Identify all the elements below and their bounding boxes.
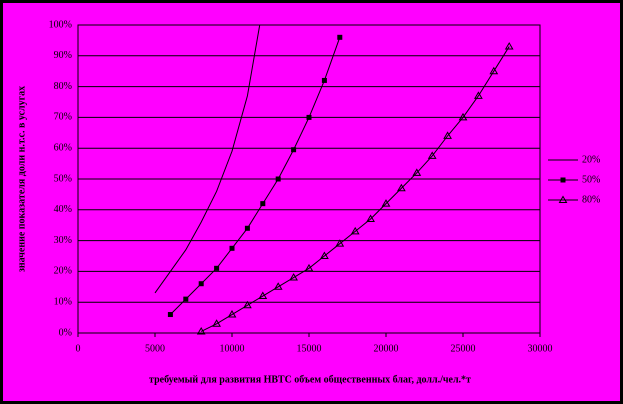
x-tick-label: 10000 xyxy=(220,343,245,354)
y-tick-label: 90% xyxy=(54,50,72,61)
data-point xyxy=(335,239,345,247)
data-point xyxy=(198,281,204,287)
data-point xyxy=(443,131,452,139)
data-point xyxy=(291,147,297,153)
y-tick-label: 80% xyxy=(54,81,72,92)
x-axis-label: требуемый для развития НВТС объем общест… xyxy=(149,374,471,385)
data-point xyxy=(397,183,406,192)
y-axis-label: значение показателя доли н.т.с. в услуга… xyxy=(16,86,27,272)
data-point xyxy=(212,319,221,327)
y-tick-label: 40% xyxy=(54,204,72,215)
data-point xyxy=(474,91,483,99)
y-tick-label: 60% xyxy=(54,142,72,153)
y-tick-label: 10% xyxy=(54,296,72,307)
data-point xyxy=(243,300,252,309)
legend-label: 80% xyxy=(582,194,600,205)
data-point xyxy=(320,251,329,259)
data-point xyxy=(214,265,220,271)
y-tick-label: 30% xyxy=(54,235,72,246)
legend-marker xyxy=(560,177,566,183)
x-tick-label: 25000 xyxy=(451,343,476,354)
y-tick-label: 70% xyxy=(54,112,72,123)
data-point xyxy=(504,42,514,50)
legend-label: 20% xyxy=(582,154,600,165)
x-tick-label: 20000 xyxy=(374,343,399,354)
series-line xyxy=(200,46,510,332)
data-point xyxy=(366,214,375,223)
y-tick-label: 50% xyxy=(54,173,72,184)
data-point xyxy=(337,34,343,40)
data-point xyxy=(244,225,250,231)
x-tick-label: 30000 xyxy=(528,343,553,354)
data-point xyxy=(304,263,314,272)
data-point xyxy=(381,199,391,207)
data-point xyxy=(258,291,268,300)
data-point xyxy=(273,282,283,290)
data-point xyxy=(167,312,173,318)
data-point xyxy=(227,310,237,318)
series-line xyxy=(170,37,341,315)
data-point xyxy=(427,151,437,159)
data-point xyxy=(196,326,206,335)
data-point xyxy=(489,66,499,75)
data-point xyxy=(458,112,468,121)
data-point xyxy=(350,226,360,235)
y-tick-label: 20% xyxy=(54,266,72,277)
y-tick-label: 0% xyxy=(59,327,72,338)
x-tick-label: 0 xyxy=(76,343,81,354)
data-point xyxy=(306,114,312,120)
x-tick-label: 15000 xyxy=(297,343,322,354)
data-point xyxy=(321,77,327,83)
x-tick-label: 5000 xyxy=(145,343,165,354)
data-point xyxy=(275,176,281,182)
data-point xyxy=(229,245,235,251)
y-tick-label: 100% xyxy=(49,19,72,30)
series-line xyxy=(154,24,261,294)
legend-marker xyxy=(558,195,568,203)
legend-label: 50% xyxy=(582,174,600,185)
data-point xyxy=(260,201,266,207)
data-point xyxy=(289,273,298,281)
data-point xyxy=(183,296,189,302)
data-point xyxy=(412,168,422,176)
